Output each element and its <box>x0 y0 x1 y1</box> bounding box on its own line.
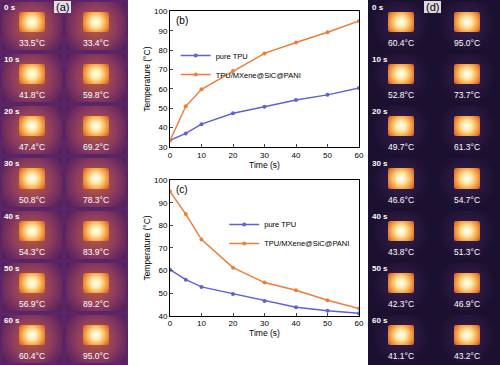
html-text:46.9°C: 46.9°C <box>454 298 480 309</box>
svg-text:30: 30 <box>158 143 167 152</box>
html-text:60 s: 60 s <box>4 315 20 325</box>
html-text:95.0°C: 95.0°C <box>454 38 480 49</box>
svg-text:30: 30 <box>260 151 269 160</box>
html-text:41.1°C: 41.1°C <box>388 351 414 361</box>
svg-text:10: 10 <box>197 151 206 160</box>
html-text:20 s: 20 s <box>4 107 20 117</box>
html-text:33.5°C: 33.5°C <box>19 38 45 49</box>
svg-text:60: 60 <box>158 85 167 94</box>
html-text:69.2°C: 69.2°C <box>83 142 109 153</box>
svg-text:20: 20 <box>229 319 238 328</box>
svg-text:pure TPU: pure TPU <box>264 220 296 229</box>
html-text:49.7°C: 49.7°C <box>388 142 414 153</box>
html-text:59.8°C: 59.8°C <box>83 90 109 101</box>
html-text:61.3°C: 61.3°C <box>454 142 480 153</box>
svg-text:80: 80 <box>158 46 167 55</box>
svg-text:TPU/MXene@SiC@PANI: TPU/MXene@SiC@PANI <box>264 239 349 248</box>
html-text:46.6°C: 46.6°C <box>388 194 414 205</box>
html-text:89.2°C: 89.2°C <box>83 298 109 309</box>
html-text:78.3°C: 78.3°C <box>83 194 109 205</box>
svg-text:0: 0 <box>168 319 173 328</box>
html-text:10 s: 10 s <box>372 55 388 65</box>
svg-text:50: 50 <box>158 289 167 298</box>
svg-text:10: 10 <box>197 319 206 328</box>
html-text:41.8°C: 41.8°C <box>19 90 45 101</box>
html-text:73.7°C: 73.7°C <box>454 90 480 101</box>
html-text:51.3°C: 51.3°C <box>454 246 480 257</box>
svg-text:0: 0 <box>168 151 173 160</box>
svg-text:Temperature (°C): Temperature (°C) <box>142 46 152 111</box>
svg-text:70: 70 <box>158 65 167 74</box>
svg-text:50: 50 <box>323 319 332 328</box>
html-text:50 s: 50 s <box>372 263 388 273</box>
svg-text:Time (s): Time (s) <box>249 328 280 338</box>
svg-text:TPU/MXene@SiC@PANI: TPU/MXene@SiC@PANI <box>216 71 301 80</box>
svg-text:90: 90 <box>158 199 167 208</box>
html-text:60 s: 60 s <box>372 315 388 325</box>
html-text:(a): (a) <box>56 1 70 13</box>
html-text:50 s: 50 s <box>4 263 20 273</box>
html-text:95.0°C: 95.0°C <box>83 351 109 361</box>
html-text:30 s: 30 s <box>372 159 388 169</box>
svg-text:60: 60 <box>355 319 364 328</box>
svg-text:70: 70 <box>158 244 167 253</box>
html-text:56.9°C: 56.9°C <box>19 298 45 309</box>
html-text:0 s: 0 s <box>372 3 384 12</box>
html-text:20 s: 20 s <box>372 107 388 117</box>
svg-text:40: 40 <box>292 151 301 160</box>
html-text:33.4°C: 33.4°C <box>83 38 109 49</box>
html-text:60.4°C: 60.4°C <box>19 351 45 361</box>
svg-text:30: 30 <box>260 319 269 328</box>
svg-text:40: 40 <box>158 312 167 321</box>
svg-text:100: 100 <box>154 176 168 185</box>
html-text:30 s: 30 s <box>4 159 20 169</box>
html-text:54.3°C: 54.3°C <box>19 246 45 257</box>
svg-text:100: 100 <box>154 7 168 16</box>
html-text:50.8°C: 50.8°C <box>19 194 45 205</box>
svg-text:40: 40 <box>158 123 167 132</box>
html-text:42.3°C: 42.3°C <box>388 298 414 309</box>
html-text:83.9°C: 83.9°C <box>83 246 109 257</box>
svg-text:60: 60 <box>158 266 167 275</box>
svg-text:(b): (b) <box>176 15 188 26</box>
svg-text:50: 50 <box>323 151 332 160</box>
html-text:40 s: 40 s <box>372 211 388 221</box>
svg-text:Temperature (°C): Temperature (°C) <box>142 215 152 280</box>
html-text:0 s: 0 s <box>4 3 16 12</box>
svg-text:(c): (c) <box>176 184 188 195</box>
svg-text:20: 20 <box>229 151 238 160</box>
html-text:10 s: 10 s <box>4 55 20 65</box>
svg-text:Time (s): Time (s) <box>249 160 280 170</box>
svg-text:40: 40 <box>292 319 301 328</box>
svg-text:pure TPU: pure TPU <box>216 52 248 61</box>
html-text:54.7°C: 54.7°C <box>454 194 480 205</box>
html-text:(d): (d) <box>426 1 440 13</box>
html-text:43.8°C: 43.8°C <box>388 246 414 257</box>
html-text:52.8°C: 52.8°C <box>388 90 414 101</box>
svg-text:90: 90 <box>158 27 167 36</box>
html-text:47.4°C: 47.4°C <box>19 142 45 153</box>
svg-text:80: 80 <box>158 221 167 230</box>
html-text:40 s: 40 s <box>4 211 20 221</box>
html-text:43.2°C: 43.2°C <box>454 351 480 361</box>
svg-text:60: 60 <box>355 151 364 160</box>
svg-text:50: 50 <box>158 104 167 113</box>
html-text:60.4°C: 60.4°C <box>388 38 414 49</box>
